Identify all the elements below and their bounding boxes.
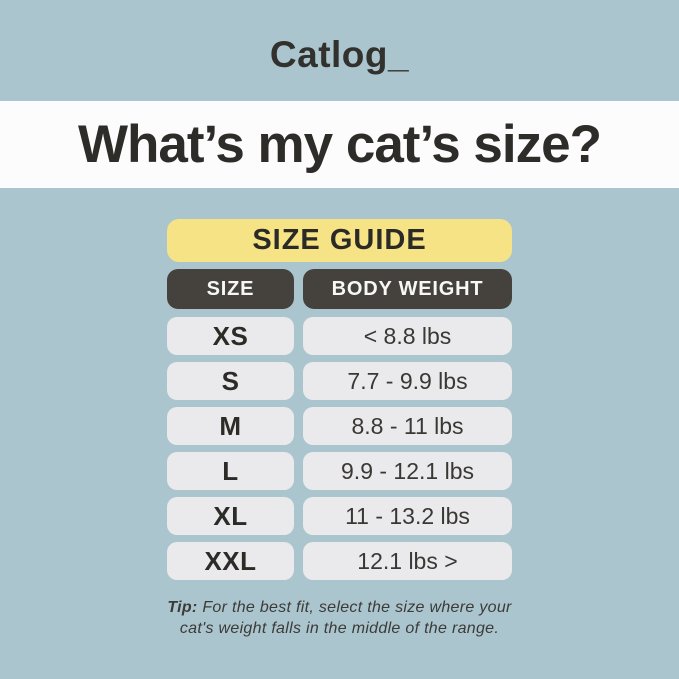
tip-line1: For the best fit, select the size where …	[202, 599, 512, 616]
size-cell: L	[167, 452, 294, 490]
weight-cell: 7.7 - 9.9 lbs	[303, 362, 512, 400]
size-cell: XXL	[167, 542, 294, 580]
weight-cell: 12.1 lbs >	[303, 542, 512, 580]
fit-tip: Tip: For the best fit, select the size w…	[0, 597, 679, 639]
weight-cell: 11 - 13.2 lbs	[303, 497, 512, 535]
title-band: What’s my cat’s size?	[0, 101, 679, 188]
size-cell: XS	[167, 317, 294, 355]
size-cell: M	[167, 407, 294, 445]
size-guide-banner: SIZE GUIDE	[167, 219, 512, 262]
weight-cell: 8.8 - 11 lbs	[303, 407, 512, 445]
tip-line2: cat's weight falls in the middle of the …	[179, 620, 500, 637]
page-title: What’s my cat’s size?	[78, 115, 602, 174]
weight-cell: < 8.8 lbs	[303, 317, 512, 355]
size-cell: S	[167, 362, 294, 400]
column-header-body-weight: BODY WEIGHT	[303, 269, 512, 309]
brand-logo: Catlog_	[269, 34, 410, 75]
weight-cell: 9.9 - 12.1 lbs	[303, 452, 512, 490]
size-cell: XL	[167, 497, 294, 535]
tip-label: Tip:	[167, 599, 198, 616]
column-header-size: SIZE	[167, 269, 294, 309]
size-guide-table: SIZE GUIDE SIZE BODY WEIGHT XS < 8.8 lbs…	[167, 0, 512, 679]
